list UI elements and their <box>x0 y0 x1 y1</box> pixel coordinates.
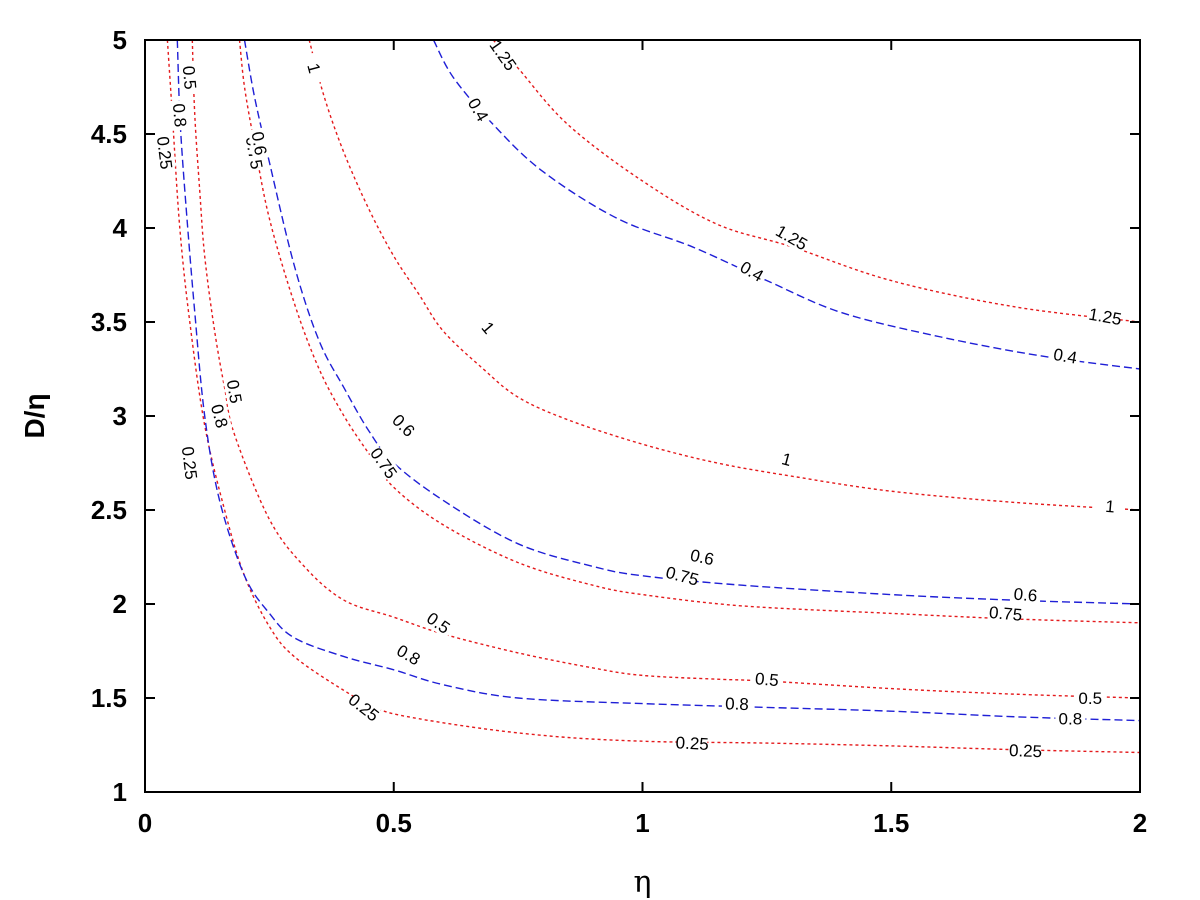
contour-label-bg <box>207 399 233 433</box>
contour-label-bg <box>463 92 494 128</box>
contour-label-bg <box>721 694 753 714</box>
contour-label: 0.75 <box>988 603 1023 625</box>
contour-label-bg <box>751 668 783 690</box>
contour-label: 0.6 <box>689 546 716 570</box>
contour-label-bg <box>367 445 400 481</box>
contour-label: 0.5 <box>1078 689 1102 708</box>
contour-label-bg <box>685 545 719 569</box>
contour-label-bg <box>1075 689 1106 707</box>
x-tick-label: 2 <box>1133 808 1147 838</box>
contour-line-red <box>238 39 1141 624</box>
contour-label-bg <box>1055 709 1086 728</box>
contour-label-bg <box>734 255 770 287</box>
contour-label: 0.6 <box>248 130 271 157</box>
contour-line-red <box>492 39 1141 323</box>
contour-label-bg <box>1049 344 1082 368</box>
contour-label-bg <box>247 127 271 160</box>
contour-label-bg <box>179 61 201 94</box>
contour-label: 0.5 <box>179 65 200 90</box>
x-axis-title: η <box>634 865 652 900</box>
contour-label-bg <box>769 446 804 472</box>
contour-label: 0.8 <box>1059 710 1083 729</box>
contour-label: 0.5 <box>223 378 246 405</box>
y-tick-label: 2 <box>113 589 127 619</box>
x-tick-label: 0 <box>138 808 152 838</box>
contour-label-bg <box>989 603 1022 624</box>
y-tick-label: 1 <box>113 777 127 807</box>
contour-label: 0.25 <box>178 445 201 480</box>
x-tick-label: 0.5 <box>376 808 412 838</box>
contour-lines <box>166 39 1141 754</box>
contour-label-bg <box>391 639 427 671</box>
contour-label-bg <box>1009 584 1042 605</box>
contour-label: 0.25 <box>153 135 176 170</box>
contour-label: 0.25 <box>1009 741 1043 761</box>
y-tick-label: 4.5 <box>91 119 127 149</box>
contour-label: 0.8 <box>169 103 190 128</box>
contour-label-bg <box>169 99 191 131</box>
contour-line-blue <box>243 39 1141 605</box>
contour-label-bg <box>223 375 247 408</box>
contour-label: 1 <box>1105 497 1116 517</box>
x-tick-label: 1 <box>635 808 649 838</box>
contour-label-bg <box>154 136 176 169</box>
contour-label-bg <box>665 563 700 589</box>
contour-label-bg <box>421 606 456 639</box>
axis-ticks: 0 0.5 1 1.5 2 1 1.5 2 2.5 3 3.5 4 4.5 5 <box>91 25 1147 838</box>
contour-label-bg <box>346 691 382 724</box>
y-axis-title: D/η <box>19 393 50 438</box>
contour-label-bg <box>1088 304 1122 328</box>
contour-label: 0.25 <box>675 733 709 754</box>
contour-label-bg <box>774 222 810 253</box>
y-tick-label: 2.5 <box>91 495 127 525</box>
contour-label-bg <box>301 51 327 86</box>
contour-label-bg <box>1094 495 1126 517</box>
contour-line-blue <box>176 39 1141 722</box>
x-tick-label: 1.5 <box>873 808 909 838</box>
contour-label: 0.4 <box>1052 345 1079 368</box>
contour-label-bg <box>179 447 201 479</box>
y-tick-label: 1.5 <box>91 683 127 713</box>
contour-label: 0.8 <box>725 694 749 714</box>
contour-label-bg <box>487 37 520 73</box>
contour-label: 0.6 <box>1013 585 1038 606</box>
contour-line-red <box>166 39 1141 754</box>
y-tick-label: 3.5 <box>91 307 127 337</box>
y-tick-label: 5 <box>113 25 127 55</box>
y-tick-label: 3 <box>113 401 127 431</box>
contour-label-bg <box>471 310 505 345</box>
contour-label-bg <box>1010 741 1041 761</box>
contour-label-bg <box>386 408 421 443</box>
contour-label-bg <box>676 733 708 753</box>
contour-label: 0.5 <box>754 669 779 690</box>
y-tick-label: 4 <box>113 213 128 243</box>
